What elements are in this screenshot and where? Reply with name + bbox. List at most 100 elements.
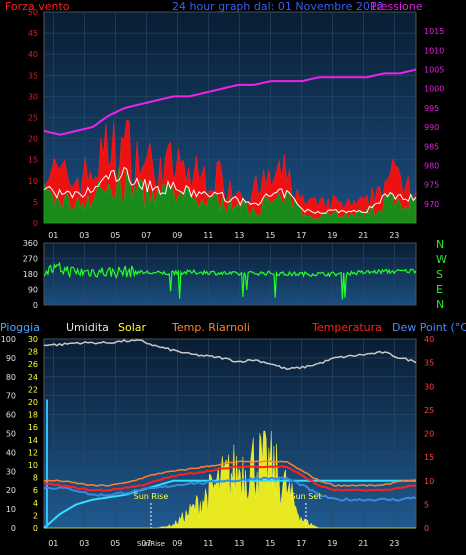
panel3-legend: Pioggia Umidita Solar Temp. Riarnoli Tempera… <box>0 321 466 334</box>
solar-tick-label: 20 <box>28 398 38 407</box>
pressure-tick-label: 995 <box>424 104 439 113</box>
solar-tick-label: 30 <box>28 335 38 344</box>
humidity-line <box>43 338 417 371</box>
x-tick-label: 05 <box>110 231 120 240</box>
wind-tick-label: 5 <box>33 198 38 207</box>
x-tick-label: 17 <box>296 231 306 240</box>
humidity-tick-label: 90 <box>6 354 16 363</box>
x-tick-label: 19 <box>327 231 337 240</box>
humidity-tick-label: 10 <box>6 505 16 514</box>
temperature-tick-label: 20 <box>424 430 434 439</box>
x-tick-label: 09 <box>172 231 182 240</box>
panel1-x-axis: 01 03 05 07 09 11 13 15 17 19 21 23 <box>48 231 399 240</box>
wind-tick-label: 30 <box>28 92 38 101</box>
legend-label: Pioggia <box>0 321 40 334</box>
x-tick-label: 13 <box>234 539 244 548</box>
panel2-left-axis: 360 270 180 90 0 <box>23 239 38 310</box>
legend-label: Umidita <box>66 321 109 334</box>
x-tick-label: 17 <box>296 539 306 548</box>
sunrise-axis-label: SunRise <box>137 540 165 548</box>
humidity-tick-label: 30 <box>6 467 16 476</box>
dew-point-line <box>43 476 417 502</box>
direction-tick-label: 90 <box>28 286 38 295</box>
x-tick-label: 03 <box>79 231 89 240</box>
wind-tick-label: 25 <box>28 114 38 123</box>
pressure-tick-label: 990 <box>424 123 439 132</box>
legend-label: Temp. Riarnoli <box>171 321 250 334</box>
humidity-tick-label: 40 <box>6 448 16 457</box>
humidity-tick-label: 70 <box>6 392 16 401</box>
temperature-tick-label: 10 <box>424 477 434 486</box>
x-tick-label: 03 <box>79 539 89 548</box>
solar-tick-label: 12 <box>28 448 38 457</box>
solar-tick-label: 16 <box>28 423 38 432</box>
compass-label: S <box>436 268 443 281</box>
solar-tick-label: 8 <box>33 474 38 483</box>
temperature-tick-label: 5 <box>424 500 429 509</box>
direction-tick-label: 270 <box>23 255 38 264</box>
compass-label: W <box>436 253 447 266</box>
temp-riarnoli-line <box>43 460 416 488</box>
panel-temperature-humidity: Pioggia Umidita Solar Temp. Riarnoli Tempera… <box>0 321 466 548</box>
pressure-tick-label: 980 <box>424 161 439 170</box>
panel3-left-axis-outer: 0 10 20 30 40 50 60 70 80 90 100 <box>1 335 16 533</box>
panel3-annotations: Sun Rise Sun Set <box>134 492 321 528</box>
x-tick-label: 15 <box>265 539 275 548</box>
compass-label: E <box>436 283 443 296</box>
wind-tick-label: 40 <box>28 50 38 59</box>
solar-tick-label: 4 <box>33 499 38 508</box>
solar-tick-label: 28 <box>28 348 38 357</box>
pressure-tick-label: 975 <box>424 181 439 190</box>
x-tick-label: 07 <box>141 231 151 240</box>
sunrise-label: Sun Rise <box>134 492 169 501</box>
x-tick-label: 23 <box>389 231 399 240</box>
solar-tick-label: 6 <box>33 486 38 495</box>
temperature-tick-label: 40 <box>424 335 434 344</box>
solar-tick-label: 24 <box>28 373 38 382</box>
temperature-line <box>43 465 417 492</box>
legend-label: Temperatura <box>311 321 382 334</box>
pressure-tick-label: 1010 <box>424 46 444 55</box>
wind-tick-label: 10 <box>28 177 38 186</box>
wind-direction-line <box>43 261 417 300</box>
x-tick-label: 21 <box>358 539 368 548</box>
wind-tick-label: 35 <box>28 71 38 80</box>
compass-label: N <box>436 238 444 251</box>
panel1-right-axis: 970 975 980 985 990 995 1000 1005 1010 1015 <box>424 27 444 209</box>
wind-average-line <box>43 166 417 215</box>
x-tick-label: 05 <box>110 539 120 548</box>
wind-tick-label: 50 <box>28 8 38 17</box>
temperature-tick-label: 30 <box>424 382 434 391</box>
panel3-x-axis: 01 03 05 07 09 11 13 15 17 19 21 23 SunRise <box>48 539 399 548</box>
solar-area <box>44 430 416 529</box>
solar-tick-label: 26 <box>28 360 38 369</box>
panel1-left-axis: 0 5 10 15 20 25 30 35 40 45 50 <box>28 8 38 228</box>
wind-tick-label: 0 <box>33 219 38 228</box>
solar-tick-label: 14 <box>28 436 38 445</box>
direction-tick-label: 360 <box>23 239 38 248</box>
solar-tick-label: 0 <box>33 524 38 533</box>
panel3-right-axis: 0 5 10 15 20 25 30 35 40 <box>424 335 434 533</box>
temperature-tick-label: 15 <box>424 453 434 462</box>
humidity-tick-label: 100 <box>1 335 16 344</box>
x-tick-label: 19 <box>327 539 337 548</box>
panel2-series <box>43 261 417 300</box>
solar-tick-label: 18 <box>28 411 38 420</box>
x-tick-label: 11 <box>203 231 213 240</box>
panel1-series <box>43 68 417 224</box>
solar-tick-label: 10 <box>28 461 38 470</box>
humidity-tick-label: 80 <box>6 373 16 382</box>
temperature-tick-label: 35 <box>424 359 434 368</box>
pressure-axis-label: Pressione <box>370 0 423 13</box>
temperature-tick-label: 0 <box>424 524 429 533</box>
humidity-tick-label: 60 <box>6 411 16 420</box>
x-tick-label: 01 <box>48 539 58 548</box>
humidity-tick-label: 0 <box>11 524 16 533</box>
x-tick-label: 15 <box>265 231 275 240</box>
solar-tick-label: 2 <box>33 511 38 520</box>
pressure-line <box>43 68 417 136</box>
